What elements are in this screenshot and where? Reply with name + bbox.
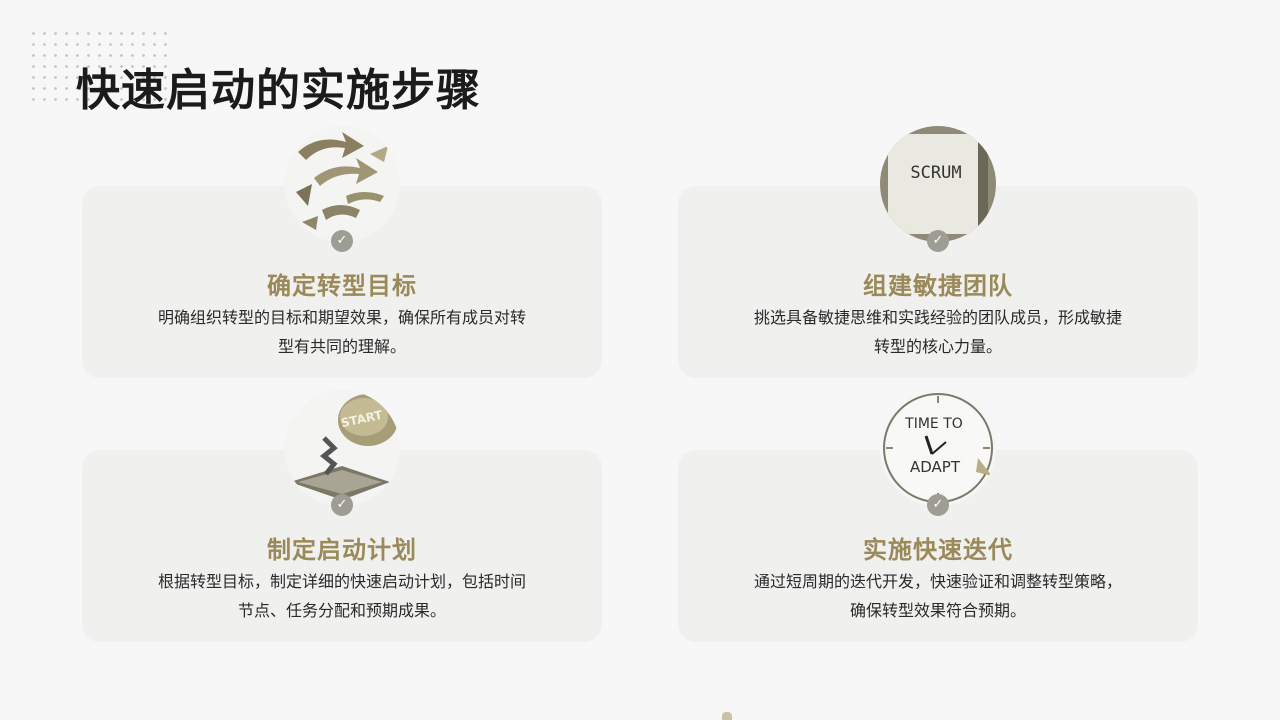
- step-description-line: 明确组织转型的目标和期望效果，确保所有成员对转: [157, 308, 526, 327]
- time-to-text: TIME TO: [904, 416, 963, 432]
- check-icon: ✓: [927, 230, 949, 252]
- step-title: 制定启动计划: [267, 536, 417, 564]
- start-button-photo-icon: START: [284, 390, 400, 506]
- step-description: 根据转型目标，制定详细的快速启动计划，包括时间 节点、任务分配和预期成果。: [122, 567, 562, 625]
- scrum-note-photo-icon: SCRUM: [880, 126, 996, 242]
- step-description-line: 挑选具备敏捷思维和实践经验的团队成员，形成敏捷: [753, 308, 1122, 327]
- step-description-line: 根据转型目标，制定详细的快速启动计划，包括时间: [157, 572, 526, 591]
- decorative-dot-grid: [28, 28, 168, 104]
- step-title: 确定转型目标: [267, 272, 417, 300]
- step-title: 组建敏捷团队: [863, 272, 1013, 300]
- adapt-text: ADAPT: [910, 458, 961, 476]
- step-description-line: 型有共同的理解。: [277, 337, 406, 356]
- step-description: 挑选具备敏捷思维和实践经验的团队成员，形成敏捷 转型的核心力量。: [718, 303, 1158, 361]
- check-icon: ✓: [331, 230, 353, 252]
- step-description-line: 确保转型效果符合预期。: [849, 601, 1026, 620]
- page-title: 快速启动的实施步骤: [76, 65, 481, 116]
- step-description: 通过短周期的迭代开发，快速验证和调整转型策略， 确保转型效果符合预期。: [718, 567, 1158, 625]
- scrum-text: SCRUM: [910, 163, 961, 183]
- clock-photo-icon: TIME TO ADAPT: [880, 390, 996, 506]
- check-icon: ✓: [927, 494, 949, 516]
- step-description: 明确组织转型的目标和期望效果，确保所有成员对转 型有共同的理解。: [122, 303, 562, 361]
- step-title: 实施快速迭代: [863, 536, 1013, 564]
- step-description-line: 转型的核心力量。: [873, 337, 1002, 356]
- step-description-line: 节点、任务分配和预期成果。: [237, 601, 446, 620]
- decorative-mark: [722, 712, 732, 720]
- step-description-line: 通过短周期的迭代开发，快速验证和调整转型策略，: [753, 572, 1122, 591]
- check-icon: ✓: [331, 494, 353, 516]
- arrows-photo-icon: [284, 126, 400, 242]
